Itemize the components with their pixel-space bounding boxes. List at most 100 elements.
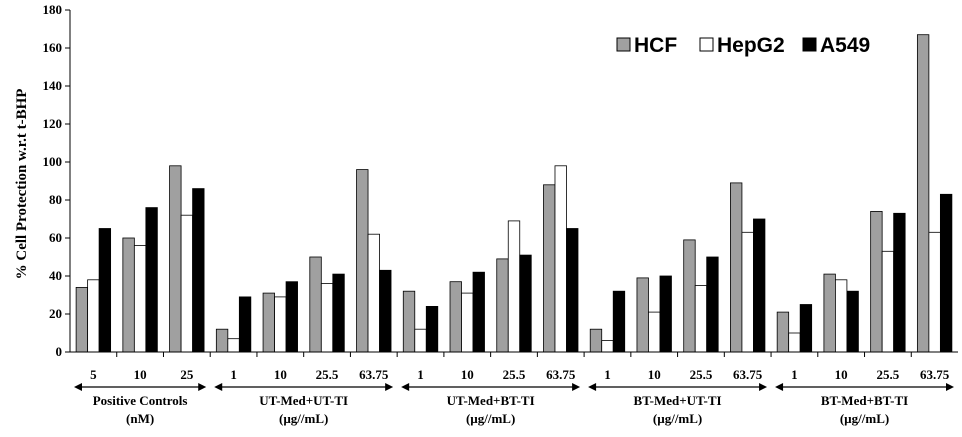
x-tick-label: 25.5: [316, 367, 339, 382]
x-tick-label: 1: [791, 367, 798, 382]
x-tick-label: 10: [835, 367, 848, 382]
legend-swatch-hepg2: [699, 37, 714, 52]
bar-a549: [425, 305, 439, 353]
y-tick-label: 160: [43, 40, 63, 55]
bar-hepg2: [133, 245, 147, 353]
arrowhead-left: [74, 383, 82, 391]
bar-hcf: [122, 237, 135, 353]
arrowhead-left: [214, 383, 223, 391]
bar-hcf: [916, 34, 930, 353]
group-label: Positive Controls: [93, 393, 188, 408]
x-tick-label: 63.75: [920, 367, 950, 382]
bar-a549: [753, 218, 766, 353]
bar-a549: [145, 207, 158, 353]
x-tick-label: 63.75: [546, 367, 576, 382]
bar-hepg2: [835, 279, 848, 353]
x-tick-label: 25.5: [877, 367, 900, 382]
bar-hcf: [589, 328, 603, 353]
bar-hcf: [683, 239, 696, 353]
arrowhead-right: [572, 383, 581, 391]
bar-hepg2: [648, 311, 661, 353]
group-unit-label: (µg//mL): [653, 411, 702, 426]
bar-a549: [659, 275, 672, 353]
x-tick-label: 10: [648, 367, 661, 382]
legend-swatch-hcf: [616, 37, 631, 52]
arrowhead-right: [946, 383, 954, 391]
legend-label-hcf: HCF: [634, 34, 677, 57]
bar-hcf: [169, 165, 182, 353]
bar-hcf: [636, 277, 649, 353]
x-tick-label: 1: [230, 367, 237, 382]
y-tick-label: 80: [49, 192, 62, 207]
bar-a549: [939, 193, 953, 353]
y-axis-label: % Cell Protection w.r.t t-BHP: [14, 89, 30, 280]
bar-hcf: [75, 286, 89, 353]
group-unit-label: (µg//mL): [466, 411, 515, 426]
legend-label-hepg2: HepG2: [717, 34, 785, 57]
legend: HCF HepG2 A549: [616, 34, 870, 57]
x-tick-label: 1: [417, 367, 424, 382]
bar-a549: [706, 256, 719, 353]
y-tick-label: 40: [49, 268, 62, 283]
y-tick-label: 180: [43, 2, 63, 17]
bar-hepg2: [554, 165, 567, 353]
arrowhead-left: [588, 383, 597, 391]
bar-hepg2: [227, 338, 240, 353]
bar-a549: [379, 269, 392, 353]
bar-hepg2: [741, 231, 754, 353]
x-tick-label: 25.5: [503, 367, 526, 382]
legend-label-a549: A549: [820, 34, 870, 57]
bar-hcf: [870, 210, 883, 353]
bar-hepg2: [601, 340, 614, 353]
arrowhead-left: [401, 383, 410, 391]
y-axis: 0 20 40 60 80 100 120 140 160 180: [43, 2, 71, 359]
arrowhead-right: [385, 383, 394, 391]
group-label: BT-Med+BT-TI: [821, 393, 908, 408]
group-unit-label: (µg//mL): [279, 411, 328, 426]
bar-hepg2: [461, 292, 474, 353]
bar-a549: [192, 188, 205, 353]
bar-hcf: [215, 328, 229, 353]
y-tick-label: 120: [43, 116, 63, 131]
bar-hcf: [543, 184, 556, 353]
y-tick-label: 0: [56, 344, 63, 359]
x-tick-label: 10: [461, 367, 474, 382]
bar-hcf: [496, 258, 509, 353]
bar-hepg2: [274, 296, 287, 353]
x-axis: 5 10 25 1 10 25.5 63.75 1 10 25.5 63.75 1 10 25.5 63.7…: [70, 351, 958, 382]
group-unit-label: (nM): [126, 411, 154, 426]
y-tick-label: 140: [43, 78, 63, 93]
x-tick-label: 25.5: [690, 367, 713, 382]
y-tick-label: 20: [49, 306, 62, 321]
bar-a549: [472, 271, 485, 353]
x-tick-label: 63.75: [359, 367, 389, 382]
bar-hepg2: [180, 214, 193, 353]
bar-hepg2: [507, 220, 521, 353]
bar-hepg2: [788, 332, 801, 353]
bar-a549: [285, 281, 298, 353]
bar-hcf: [402, 290, 416, 353]
bar-hepg2: [881, 250, 895, 353]
bar-hepg2: [694, 285, 708, 353]
bar-a549: [332, 273, 345, 353]
bar-hcf: [823, 273, 836, 353]
x-tick-label: 25: [180, 367, 194, 382]
group-labels: Positive Controls (nM) UT-Med+UT-TI (µg//mL…: [74, 383, 954, 426]
bars: [75, 34, 953, 353]
bar-a549: [612, 290, 626, 353]
group-label: UT-Med+UT-TI: [259, 393, 348, 408]
bar-a549: [893, 212, 906, 353]
bar-hepg2: [928, 231, 941, 353]
bar-hepg2: [367, 233, 380, 353]
bar-hcf: [449, 281, 462, 353]
bar-hcf: [730, 182, 743, 353]
legend-swatch-a549: [802, 37, 817, 52]
bar-a549: [238, 296, 252, 353]
bar-a549: [98, 228, 112, 353]
bar-a549: [799, 304, 813, 353]
bar-hepg2: [414, 328, 427, 353]
y-tick-label: 100: [43, 154, 63, 169]
group-label: UT-Med+BT-TI: [447, 393, 535, 408]
bar-a549: [846, 290, 859, 353]
bar-hcf: [356, 169, 369, 353]
